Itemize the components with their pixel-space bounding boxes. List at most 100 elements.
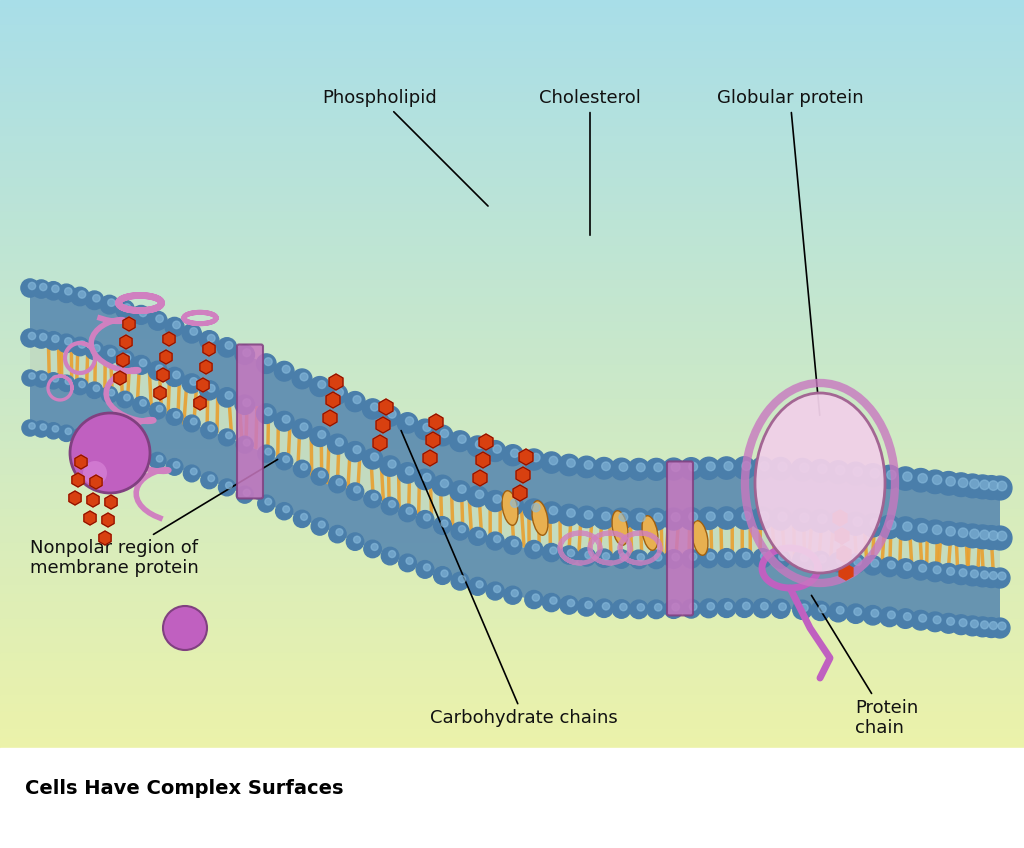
Bar: [0, 178, 1024, 187]
Circle shape: [958, 528, 968, 538]
Circle shape: [108, 298, 115, 306]
Bar: [0, 76, 1024, 85]
Circle shape: [663, 508, 685, 530]
Circle shape: [441, 570, 449, 577]
Circle shape: [937, 522, 961, 545]
Circle shape: [909, 469, 932, 492]
Circle shape: [300, 423, 308, 431]
Circle shape: [988, 481, 998, 490]
Circle shape: [733, 457, 756, 479]
Bar: [0, 823, 1024, 831]
Circle shape: [165, 367, 184, 387]
Circle shape: [79, 382, 85, 388]
Circle shape: [148, 361, 167, 380]
Polygon shape: [30, 288, 1000, 538]
Circle shape: [225, 342, 232, 349]
Circle shape: [182, 374, 202, 393]
Circle shape: [981, 567, 1001, 588]
Circle shape: [689, 512, 697, 522]
Circle shape: [244, 439, 250, 446]
Circle shape: [40, 374, 46, 380]
Bar: [0, 814, 1024, 823]
Circle shape: [33, 371, 49, 387]
Circle shape: [20, 279, 39, 297]
Circle shape: [672, 513, 680, 522]
Circle shape: [225, 432, 232, 438]
Circle shape: [123, 304, 131, 311]
Circle shape: [741, 461, 751, 471]
Circle shape: [911, 611, 931, 630]
Circle shape: [93, 344, 100, 352]
Circle shape: [78, 291, 86, 298]
Bar: [0, 237, 1024, 246]
Circle shape: [415, 469, 435, 489]
Bar: [0, 517, 1024, 526]
Circle shape: [45, 373, 61, 389]
Bar: [0, 458, 1024, 466]
Circle shape: [150, 452, 166, 469]
Circle shape: [918, 523, 928, 533]
Circle shape: [40, 333, 47, 341]
Circle shape: [725, 552, 732, 560]
Circle shape: [836, 516, 845, 525]
Circle shape: [654, 604, 662, 611]
Circle shape: [697, 457, 720, 479]
Circle shape: [173, 371, 180, 379]
Circle shape: [502, 494, 523, 516]
Circle shape: [381, 547, 398, 565]
Circle shape: [236, 345, 255, 365]
Circle shape: [863, 555, 883, 575]
Bar: [0, 170, 1024, 178]
Circle shape: [699, 599, 718, 617]
Circle shape: [353, 486, 360, 493]
Circle shape: [353, 445, 361, 454]
Bar: [0, 246, 1024, 254]
Circle shape: [933, 566, 941, 574]
Circle shape: [258, 495, 274, 512]
Circle shape: [66, 378, 72, 384]
Circle shape: [800, 513, 809, 522]
Circle shape: [237, 436, 253, 453]
Circle shape: [139, 360, 146, 366]
Circle shape: [593, 457, 614, 479]
Circle shape: [888, 561, 895, 569]
Circle shape: [630, 550, 648, 569]
Circle shape: [294, 510, 310, 527]
Circle shape: [459, 526, 466, 533]
Bar: [0, 492, 1024, 500]
Bar: [0, 229, 1024, 237]
Circle shape: [388, 460, 396, 468]
Bar: [0, 51, 1024, 59]
Circle shape: [398, 504, 417, 522]
Circle shape: [65, 338, 72, 345]
Ellipse shape: [612, 510, 628, 545]
Circle shape: [778, 512, 787, 522]
Circle shape: [72, 428, 88, 444]
Bar: [0, 348, 1024, 356]
Circle shape: [818, 555, 826, 563]
Circle shape: [793, 600, 812, 619]
Circle shape: [328, 434, 347, 455]
Circle shape: [971, 570, 978, 577]
Circle shape: [523, 449, 545, 470]
Circle shape: [896, 559, 915, 578]
Circle shape: [946, 477, 955, 486]
Circle shape: [871, 610, 879, 617]
Circle shape: [397, 413, 418, 433]
Bar: [0, 305, 1024, 314]
Circle shape: [423, 423, 431, 432]
Circle shape: [388, 410, 396, 418]
Circle shape: [846, 554, 865, 573]
Circle shape: [311, 518, 329, 535]
Bar: [0, 68, 1024, 76]
Circle shape: [52, 426, 58, 432]
Circle shape: [467, 436, 488, 457]
Circle shape: [826, 460, 850, 483]
Circle shape: [988, 476, 1012, 500]
Circle shape: [672, 463, 680, 471]
Circle shape: [58, 375, 75, 392]
Circle shape: [218, 429, 236, 446]
Circle shape: [29, 282, 36, 290]
Circle shape: [511, 499, 519, 507]
Circle shape: [844, 462, 867, 485]
